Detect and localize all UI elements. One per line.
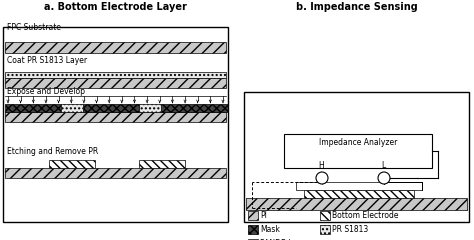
Text: b. Impedance Sensing: b. Impedance Sensing (296, 2, 418, 12)
Bar (5, 104, 61, 112)
Text: Mask: Mask (260, 225, 280, 234)
Text: Impedance Analyzer: Impedance Analyzer (319, 138, 397, 147)
Text: H: H (318, 161, 324, 170)
Text: L: L (381, 161, 385, 170)
Bar (5, 78, 226, 88)
Bar (5, 168, 226, 178)
Text: Etching and Remove PR: Etching and Remove PR (7, 147, 98, 156)
Bar (139, 160, 185, 168)
Text: a. Bottom Electrode Layer: a. Bottom Electrode Layer (44, 2, 186, 12)
Bar (5, 112, 226, 122)
Bar (49, 160, 95, 168)
Bar (83, 104, 139, 112)
Bar (3, 27, 228, 222)
Text: PANDB Layer: PANDB Layer (260, 239, 310, 240)
Bar (304, 190, 414, 198)
Text: PR S1813: PR S1813 (332, 225, 368, 234)
Text: Coat PR S1813 Layer: Coat PR S1813 Layer (7, 56, 87, 65)
Bar (244, 92, 469, 222)
Bar (5, 72, 226, 78)
Bar (248, 239, 258, 240)
Circle shape (316, 172, 328, 184)
Bar (296, 182, 422, 190)
Circle shape (378, 172, 390, 184)
Bar (139, 104, 161, 112)
Bar (248, 225, 258, 234)
Bar (248, 211, 258, 220)
Bar (320, 211, 330, 220)
Text: Expose and Develop: Expose and Develop (7, 87, 85, 96)
Bar (320, 225, 330, 234)
Bar (284, 134, 432, 168)
Bar (161, 104, 228, 112)
Bar (5, 42, 226, 53)
Bar (246, 198, 467, 210)
Text: PI: PI (260, 211, 267, 220)
Text: FPC Substrate: FPC Substrate (7, 23, 61, 32)
Bar (61, 104, 83, 112)
Text: Bottom Electrode: Bottom Electrode (332, 211, 399, 220)
